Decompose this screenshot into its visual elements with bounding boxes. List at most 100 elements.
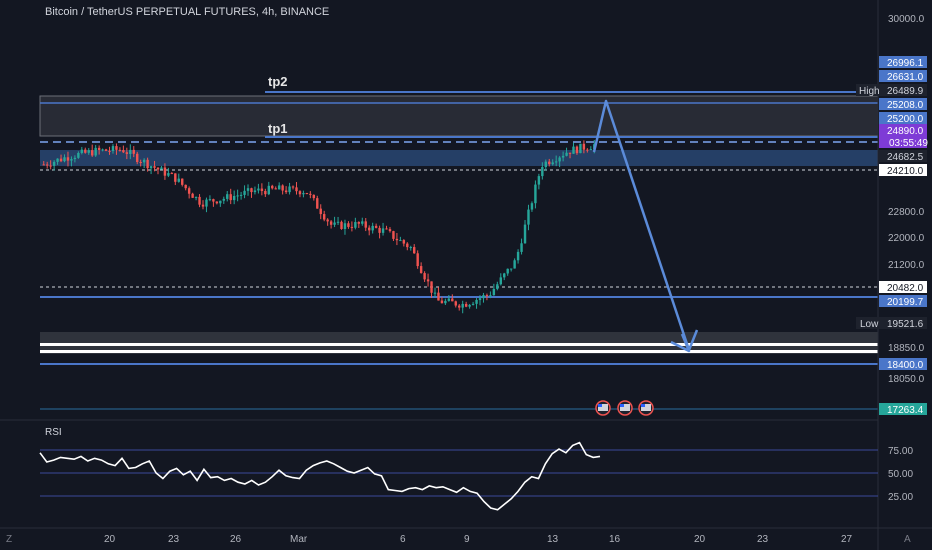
projection-arrowhead <box>670 333 691 353</box>
candle-body <box>260 188 264 192</box>
candle-body <box>181 178 184 185</box>
flag-us-icon[interactable] <box>638 400 654 416</box>
candle-body <box>423 273 426 280</box>
candle-body <box>333 222 336 225</box>
tp2-label: tp2 <box>268 74 288 89</box>
candle-body <box>516 251 520 261</box>
candle-body <box>354 222 357 228</box>
candle-body <box>416 253 419 267</box>
candle-body <box>156 167 160 170</box>
candle-body <box>374 225 378 228</box>
candle-body <box>174 173 177 182</box>
candle-body <box>523 224 527 244</box>
candle-body <box>274 188 277 190</box>
price-tick: 18850.0 <box>888 343 925 354</box>
time-label: 20 <box>104 534 116 545</box>
candle-body <box>136 153 139 163</box>
candle-body <box>589 149 593 151</box>
candle-body <box>520 243 523 252</box>
candle-body <box>139 162 142 164</box>
price-tag: 25208.0 <box>887 100 924 111</box>
candle-body <box>59 158 63 162</box>
rsi-tick: 50.00 <box>888 469 913 480</box>
time-label: 16 <box>609 534 621 545</box>
candle-body <box>371 225 374 231</box>
candle-body <box>219 200 222 204</box>
current-price-tag: 24890.0 <box>887 126 924 137</box>
candle-body <box>437 292 440 301</box>
candle-body <box>534 184 537 204</box>
auto-scale-icon[interactable]: A <box>904 534 911 545</box>
candle-body <box>80 149 84 153</box>
flag-us-icon[interactable] <box>595 400 611 416</box>
zone-entry <box>40 150 878 166</box>
candle-body <box>350 226 354 228</box>
time-label: 20 <box>694 534 706 545</box>
candle-body <box>122 150 125 153</box>
zone-low-stripe-1 <box>40 343 878 346</box>
candle-body <box>554 161 558 163</box>
candles-layer <box>42 139 596 314</box>
candle-body <box>201 204 205 207</box>
time-label: 27 <box>841 534 853 545</box>
projection-path <box>592 99 699 352</box>
candle-body <box>503 273 506 278</box>
price-axis[interactable]: 30000.0 22800.0 22000.0 21200.0 18850.0 … <box>888 14 925 503</box>
price-tag: 17263.4 <box>887 405 924 416</box>
time-axis[interactable]: 20 23 26 Mar 6 9 13 16 20 23 27 <box>104 534 853 545</box>
candle-body <box>163 167 167 176</box>
candle-body <box>264 191 267 195</box>
time-label: 6 <box>400 534 406 545</box>
candle-body <box>309 193 312 195</box>
event-markers[interactable] <box>595 400 654 416</box>
candle-body <box>250 188 253 193</box>
candle-body <box>482 295 485 299</box>
candle-body <box>257 188 260 191</box>
candle-body <box>541 167 544 177</box>
candle-body <box>513 260 516 269</box>
candle-body <box>496 284 499 289</box>
candle-body <box>267 185 271 195</box>
candle-body <box>364 221 367 228</box>
candle-body <box>302 193 305 195</box>
candle-body <box>295 187 298 192</box>
candle-body <box>115 146 118 150</box>
candle-body <box>87 150 90 153</box>
candle-body <box>243 190 246 195</box>
candle-body <box>347 223 350 227</box>
candle-body <box>461 303 464 308</box>
candle-body <box>426 279 430 282</box>
candle-body <box>291 186 295 188</box>
candle-body <box>406 243 409 248</box>
candle-body <box>430 281 433 293</box>
candle-body <box>90 150 94 156</box>
candle-body <box>444 300 447 304</box>
candle-body <box>326 219 329 222</box>
candle-body <box>312 194 316 199</box>
flag-us-icon[interactable] <box>617 400 633 416</box>
price-tag: 19521.6 <box>887 319 924 330</box>
candle-body <box>582 143 586 150</box>
candle-body <box>170 173 174 175</box>
candle-body <box>367 227 371 231</box>
chart-title: Bitcoin / TetherUS PERPETUAL FUTURES, 4h… <box>45 6 330 18</box>
candle-body <box>544 161 548 168</box>
zone-tp2 <box>39 95 879 137</box>
price-tick: 21200.0 <box>888 260 925 271</box>
countdown-tag: 03:55:49 <box>889 138 928 149</box>
candle-body <box>527 209 530 225</box>
candle-body <box>499 277 502 285</box>
candle-body <box>433 292 437 294</box>
timezone-icon[interactable]: Z <box>6 534 13 545</box>
candle-body <box>316 198 319 209</box>
price-tag: 18400.0 <box>887 360 924 371</box>
candle-body <box>253 190 257 193</box>
candle-body <box>160 167 163 170</box>
rsi-line <box>39 441 601 511</box>
candle-body <box>229 194 232 201</box>
candle-body <box>101 149 104 151</box>
candle-body <box>63 157 66 162</box>
time-label: 23 <box>757 534 769 545</box>
candle-body <box>322 214 326 220</box>
